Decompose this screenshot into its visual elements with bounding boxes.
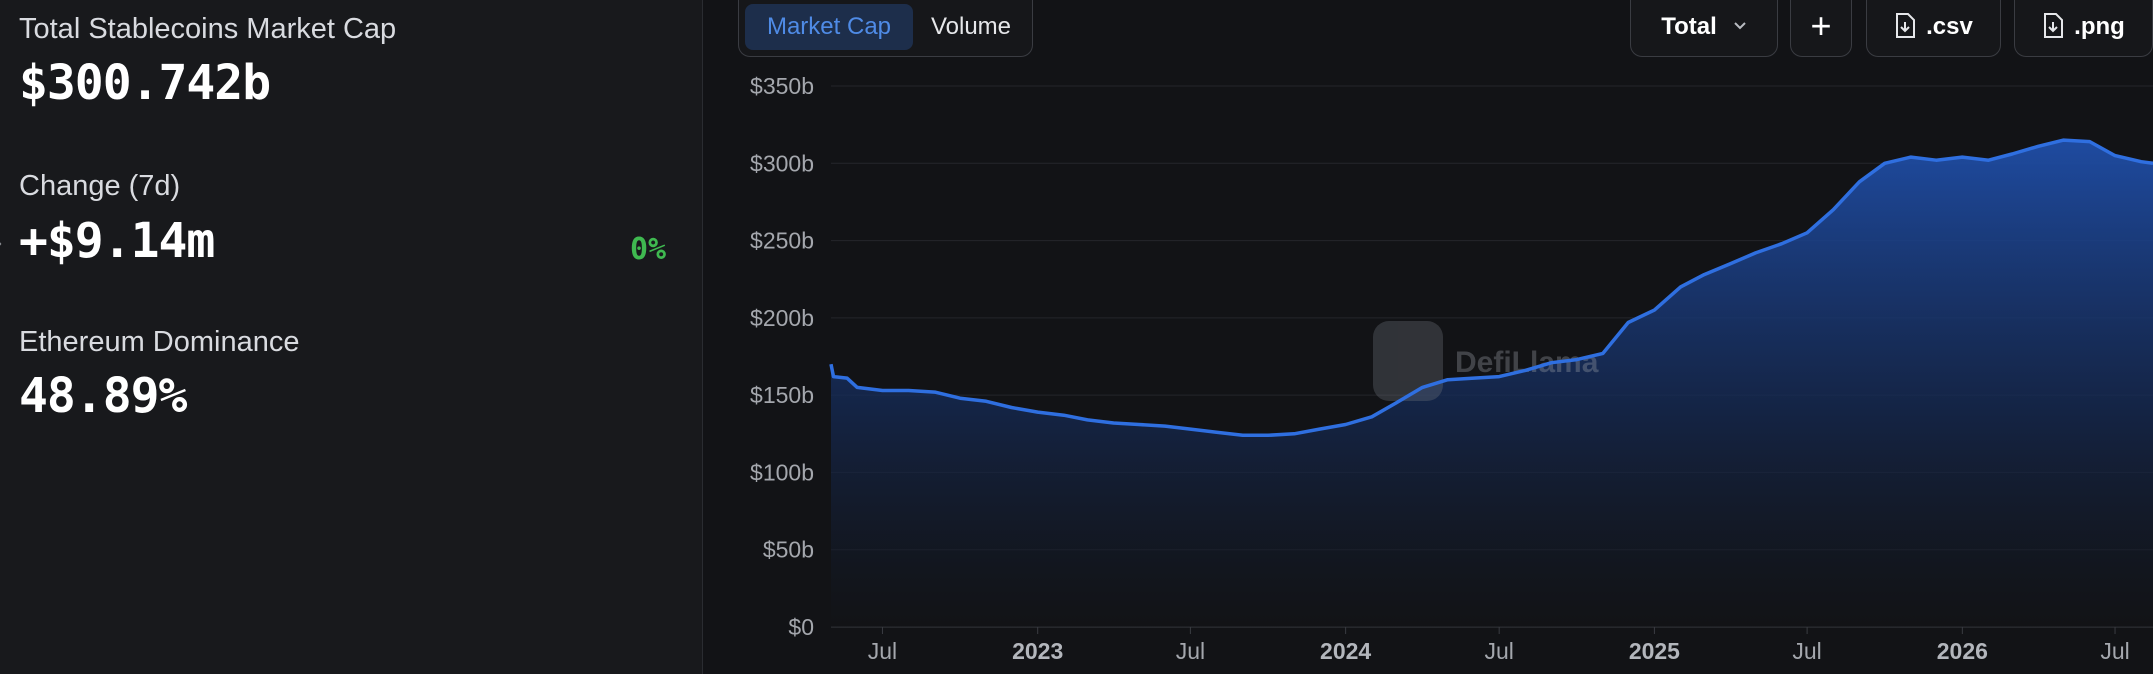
ethereum-dominance-label: Ethereum Dominance [19, 326, 300, 358]
download-png-button[interactable]: .png [2014, 0, 2153, 57]
y-tick-label: $0 [788, 614, 814, 640]
change-7d-label: Change (7d) [19, 170, 181, 202]
change-7d-value: +$9.14m [19, 213, 215, 269]
add-button[interactable]: + [1790, 0, 1852, 57]
y-tick-label: $350b [750, 73, 814, 99]
total-dropdown-label: Total [1661, 13, 1717, 40]
download-csv-button[interactable]: .csv [1866, 0, 2001, 57]
plus-icon: + [1810, 5, 1832, 46]
y-tick-label: $150b [750, 382, 814, 408]
total-market-cap-value: $300.742b [19, 55, 271, 111]
x-tick-label: Jul [2100, 638, 2129, 664]
y-tick-label: $250b [750, 228, 814, 254]
watermark-text: DefiLlama [1455, 346, 1599, 379]
market-cap-chart[interactable]: DefiLlama $350b $300b $250b $200b $150b $100b… [703, 57, 2153, 674]
panel-divider [702, 0, 703, 674]
llama-logo-icon [1373, 321, 1443, 401]
csv-label: .csv [1926, 13, 1973, 40]
x-tick-label: 2024 [1320, 638, 1371, 664]
file-download-icon [2044, 12, 2064, 38]
x-tick-label: 2026 [1937, 638, 1988, 664]
tab-market-cap[interactable]: Market Cap [745, 4, 913, 50]
y-tick-label: $50b [763, 537, 814, 563]
y-tick-label: $200b [750, 305, 814, 331]
view-toggle: Market Cap Volume [738, 0, 1033, 57]
total-market-cap-label: Total Stablecoins Market Cap [19, 13, 397, 45]
x-tick-label: 2025 [1629, 638, 1680, 664]
chevron-down-icon [1734, 21, 1746, 30]
x-tick-label: Jul [1176, 638, 1205, 664]
file-download-icon [1896, 12, 1916, 38]
x-tick-label: Jul [1792, 638, 1821, 664]
y-tick-label: $100b [750, 459, 814, 485]
total-dropdown[interactable]: Total [1630, 0, 1778, 57]
caret-right-icon: › [0, 233, 2, 254]
x-tick-label: 2023 [1012, 638, 1063, 664]
change-7d-percent: 0% [630, 232, 667, 267]
y-tick-label: $300b [750, 150, 814, 176]
x-tick-label: Jul [868, 638, 897, 664]
png-label: .png [2074, 13, 2125, 40]
x-tick-label: Jul [1484, 638, 1513, 664]
defillama-watermark: DefiLlama [1373, 321, 1599, 401]
series-area [831, 140, 2153, 627]
ethereum-dominance-value: 48.89% [19, 368, 187, 424]
stats-panel: Total Stablecoins Market Cap $300.742b C… [0, 0, 702, 674]
tab-volume[interactable]: Volume [930, 13, 1012, 40]
